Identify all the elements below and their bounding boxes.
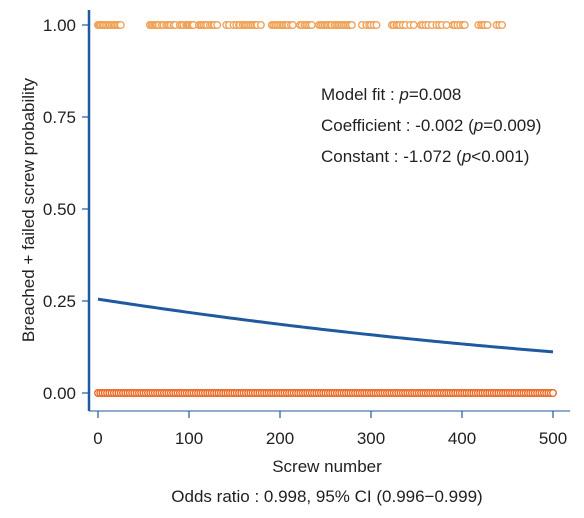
data-point	[498, 21, 507, 30]
y-tick-label: 0.25	[43, 292, 76, 311]
data-point	[483, 21, 492, 30]
data-point	[409, 21, 418, 30]
odds-ratio-footnote: Odds ratio : 0.998, 95% CI (0.996−0.999)	[171, 487, 482, 506]
data-point	[256, 21, 265, 30]
data-point	[347, 21, 356, 30]
data-point	[460, 21, 469, 30]
x-tick-label: 400	[448, 429, 476, 448]
logistic-curve	[97, 297, 554, 354]
x-tick-label: 200	[266, 429, 294, 448]
data-point	[372, 21, 381, 30]
data-point	[442, 21, 451, 30]
x-tick-label: 500	[539, 429, 567, 448]
y-tick-label: 0.75	[43, 108, 76, 127]
data-points	[93, 21, 558, 398]
x-tick-label: 0	[93, 429, 102, 448]
y-axis-ticks: 0.00 0.25 0.50 0.75 1.00	[43, 16, 89, 403]
data-point	[116, 21, 125, 30]
annotation-constant: Constant : -1.072 (p<0.001)	[321, 147, 529, 166]
data-point	[213, 21, 222, 30]
annotation-coefficient: Coefficient : -0.002 (p=0.009)	[321, 116, 541, 135]
annotation-model-fit: Model fit : p=0.008	[321, 85, 461, 104]
data-point	[549, 389, 558, 398]
y-axis-title: Breached + failed screw probability	[19, 77, 38, 342]
annotation-box: Model fit : p=0.008 Coefficient : -0.002…	[321, 85, 541, 166]
x-axis-ticks: 0 100 200 300 400 500	[93, 411, 567, 448]
data-point	[307, 21, 316, 30]
y-tick-label: 1.00	[43, 16, 76, 35]
x-axis-title: Screw number	[272, 457, 382, 476]
y-tick-label: 0.00	[43, 384, 76, 403]
x-tick-label: 100	[175, 429, 203, 448]
data-point	[288, 21, 297, 30]
x-tick-label: 300	[357, 429, 385, 448]
y-tick-label: 0.50	[43, 200, 76, 219]
